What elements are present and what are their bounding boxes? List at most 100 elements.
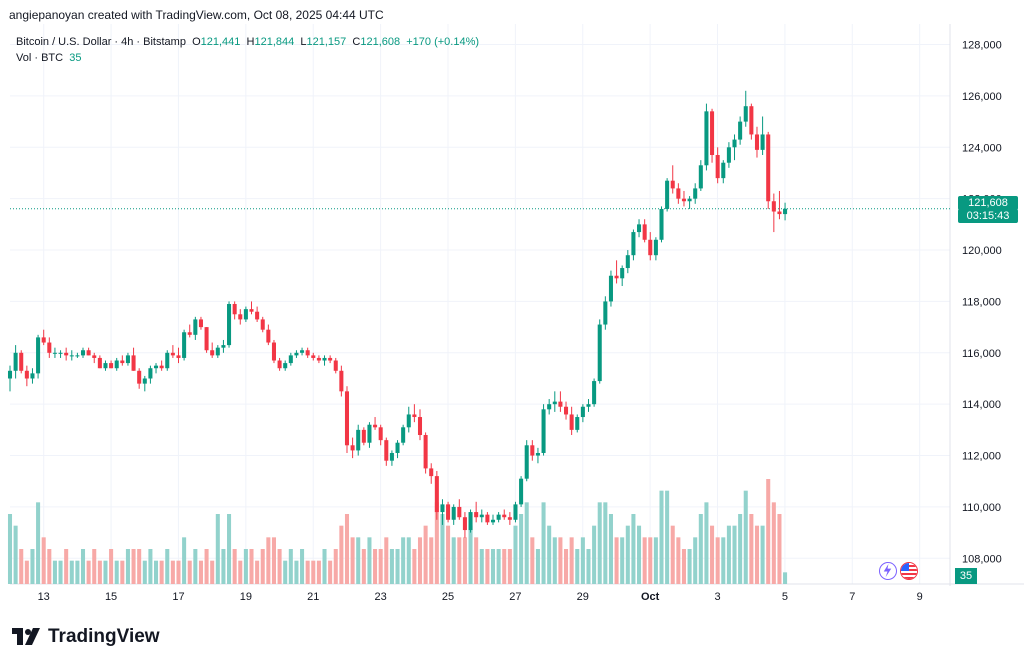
candlestick-chart[interactable]: 108,000 110,000 112,000 114,000 116,000 118,0… xyxy=(0,24,1024,608)
volume-bar xyxy=(608,514,613,584)
volume-bar xyxy=(64,549,69,584)
candle-body xyxy=(496,514,501,520)
volume-bar xyxy=(339,525,344,584)
candle-body xyxy=(434,476,439,513)
open-value: 121,441 xyxy=(200,36,241,48)
candle-body xyxy=(64,352,69,356)
candle-body xyxy=(339,370,344,392)
candle-body xyxy=(625,255,630,269)
candle-body xyxy=(440,504,445,513)
volume-bar xyxy=(19,549,24,584)
volume-bar xyxy=(715,537,720,584)
volume-bar xyxy=(58,560,63,584)
volume-bar xyxy=(760,525,765,584)
high-value: 121,844 xyxy=(254,36,295,48)
volume-bar xyxy=(344,514,350,584)
candle-body xyxy=(311,355,316,358)
candle-body xyxy=(462,517,467,531)
volume-bar xyxy=(215,514,220,584)
candle-body xyxy=(541,409,546,453)
candle-body xyxy=(165,352,170,369)
candle-body xyxy=(52,352,57,354)
candle-body xyxy=(642,224,647,240)
chart-area[interactable]: 108,000 110,000 112,000 114,000 116,000 118,0… xyxy=(0,24,1024,608)
volume-bar xyxy=(687,549,692,584)
volume-label[interactable]: Vol · BTC xyxy=(16,52,64,64)
volume-bar xyxy=(176,560,181,584)
volume-bar xyxy=(300,549,305,584)
attribution-text: angiepanoyan created with TradingView.co… xyxy=(9,8,384,22)
candle-body xyxy=(249,309,254,312)
candle-body xyxy=(187,332,192,335)
time-tick-label: 9 xyxy=(917,591,923,603)
candle-body xyxy=(401,427,406,443)
candle-body xyxy=(575,417,580,430)
candle-body xyxy=(266,329,271,343)
volume-bar xyxy=(783,572,788,584)
volume-bar xyxy=(564,549,569,584)
volume-bar xyxy=(519,514,524,584)
candle-body xyxy=(519,478,524,505)
volume-bar xyxy=(288,549,293,584)
volume-bar xyxy=(305,560,310,584)
volume-bar xyxy=(36,502,41,584)
volume-bar xyxy=(665,490,670,584)
volume-bar xyxy=(260,549,265,584)
volume-bar xyxy=(137,549,142,584)
tradingview-logo-icon xyxy=(12,628,40,646)
candle-body xyxy=(721,162,726,179)
candle-body xyxy=(743,106,748,122)
time-tick-label: 13 xyxy=(38,591,50,603)
candle-body xyxy=(182,332,187,358)
symbol-title[interactable]: Bitcoin / U.S. Dollar · 4h · Bitstamp xyxy=(16,36,186,48)
time-tick-label: Oct xyxy=(641,591,660,603)
volume-bar xyxy=(766,479,771,584)
price-tick-label: 110,000 xyxy=(962,502,1001,514)
candle-body xyxy=(316,357,321,361)
candle-body xyxy=(283,363,288,369)
volume-bar xyxy=(198,560,203,584)
volume-bar xyxy=(41,537,46,584)
lightning-event-icon[interactable] xyxy=(879,562,897,580)
volume-bar xyxy=(97,560,102,584)
volume-bar xyxy=(356,537,361,584)
candle-body xyxy=(215,347,220,356)
price-tick-label: 116,000 xyxy=(962,348,1001,360)
us-flag-event-icon[interactable] xyxy=(900,562,918,580)
tradingview-brand[interactable]: TradingView xyxy=(12,626,160,648)
volume-bar xyxy=(777,514,782,584)
price-tick-label: 124,000 xyxy=(962,142,1002,154)
candle-body xyxy=(80,350,86,356)
candle-body xyxy=(490,519,496,523)
volume-bar xyxy=(24,560,29,584)
time-tick-label: 23 xyxy=(374,591,386,603)
volume-bar xyxy=(552,537,557,584)
candle-body xyxy=(356,429,361,451)
candle-body xyxy=(36,337,41,374)
candle-body xyxy=(457,506,462,518)
volume-value: 35 xyxy=(69,52,82,64)
volume-bar xyxy=(502,549,507,584)
candle-body xyxy=(524,445,529,479)
candle-body xyxy=(670,180,675,189)
candle-body xyxy=(738,121,743,140)
volume-bar xyxy=(704,502,709,584)
candle-body xyxy=(305,350,310,356)
volume-bar xyxy=(614,537,619,584)
candle-body xyxy=(766,134,771,202)
symbol-legend: Bitcoin / U.S. Dollar · 4h · Bitstamp O1… xyxy=(16,34,479,66)
volume-bar xyxy=(75,560,80,584)
candle-body xyxy=(395,442,400,453)
candle-body xyxy=(631,232,636,256)
candle-body xyxy=(69,355,74,357)
volume-bar xyxy=(378,549,383,584)
volume-bar xyxy=(165,549,170,584)
volume-bar xyxy=(114,560,119,584)
candle-body xyxy=(406,414,411,428)
volume-bar xyxy=(142,560,147,584)
volume-bar xyxy=(238,560,243,584)
volume-bar xyxy=(109,549,114,584)
volume-bar xyxy=(462,537,467,584)
volume-bar xyxy=(328,560,333,584)
volume-bar xyxy=(653,537,658,584)
